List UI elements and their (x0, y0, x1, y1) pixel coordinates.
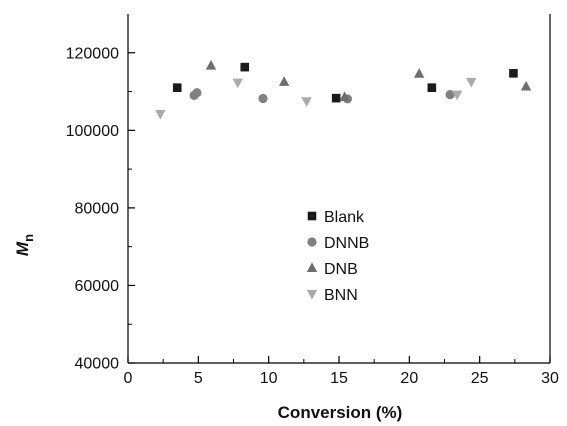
y-axis-ticks: 40000 60000 80000 100000 120000 (66, 45, 135, 373)
legend-item-blank: Blank (307, 209, 365, 226)
legend-label: DNB (324, 261, 358, 278)
data-point-blank (331, 93, 341, 103)
legend-item-bnn: BNN (306, 287, 358, 304)
data-point-bnn (232, 78, 243, 89)
data-point-dnb (205, 59, 217, 70)
series-bnn (155, 77, 477, 120)
y-axis-title: Mn (13, 234, 36, 256)
data-point-bnn (301, 97, 312, 107)
x-tick-label: 25 (471, 370, 489, 387)
y-axis-title-subscript: n (21, 234, 36, 242)
y-tick-label: 80000 (75, 200, 120, 217)
legend-marker-dnnb (307, 237, 317, 247)
y-tick-label: 40000 (75, 356, 120, 373)
data-point-bnn (451, 90, 463, 101)
series-blank (172, 62, 518, 103)
data-point-blank (427, 83, 437, 92)
legend: Blank DNNB DNB BNN (306, 209, 369, 304)
data-point-dnnb (258, 93, 268, 104)
plot-frame (127, 14, 551, 364)
data-point-blank (509, 69, 518, 78)
data-point-bnn (466, 77, 477, 88)
y-tick-label: 60000 (75, 278, 120, 295)
x-tick-label: 30 (541, 370, 559, 387)
series-dnb (205, 59, 532, 101)
data-point-bnn (155, 110, 166, 120)
legend-item-dnnb: DNNB (307, 235, 369, 252)
x-tick-label: 20 (400, 370, 418, 387)
legend-marker-blank (307, 211, 317, 221)
data-point-dnb (520, 80, 532, 91)
y-tick-label: 100000 (66, 123, 119, 140)
data-point-dnb (339, 91, 350, 101)
legend-label: DNNB (324, 235, 369, 252)
legend-label: BNN (324, 287, 358, 304)
x-tick-label: 10 (260, 370, 278, 387)
x-axis-title: Conversion (%) (278, 403, 403, 422)
y-axis-title-main: M (13, 241, 32, 256)
data-point-blank (172, 83, 182, 92)
x-tick-label: 0 (124, 370, 133, 387)
x-axis-ticks: 0 5 10 15 20 25 30 (124, 356, 559, 387)
data-point-dnb (278, 76, 290, 86)
legend-marker-dnb (306, 262, 318, 272)
legend-label: Blank (324, 209, 365, 226)
x-tick-label: 15 (330, 370, 348, 387)
legend-item-dnb: DNB (306, 261, 358, 278)
x-tick-label: 5 (194, 370, 203, 387)
data-point-dnnb (445, 90, 455, 100)
series-dnnb (189, 88, 455, 104)
data-points (155, 59, 532, 120)
legend-marker-bnn (306, 290, 318, 300)
data-point-blank (240, 62, 250, 72)
y-tick-label: 120000 (66, 45, 119, 62)
data-point-dnnb (192, 88, 202, 98)
data-point-dnb (413, 68, 425, 78)
